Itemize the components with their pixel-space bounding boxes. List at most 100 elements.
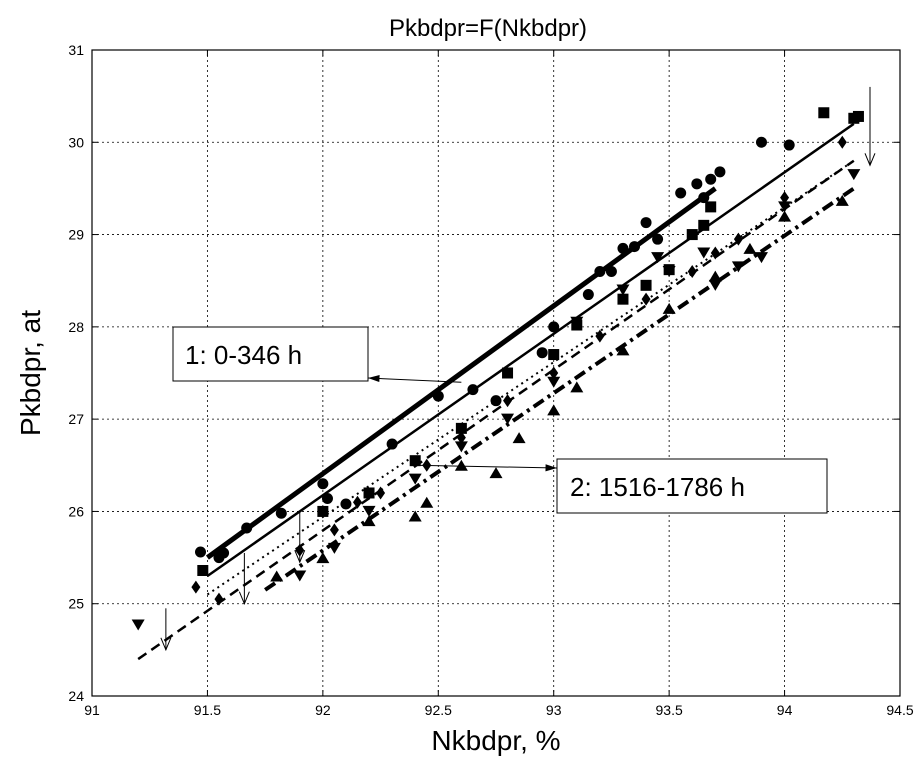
- point-triangle-down: [362, 505, 376, 517]
- point-diamond: [687, 264, 697, 278]
- point-circle: [386, 438, 398, 450]
- point-circle: [467, 384, 479, 396]
- annotation-box: [172, 326, 369, 382]
- point-diamond: [837, 135, 847, 149]
- point-triangle-up: [616, 344, 630, 356]
- point-circle: [594, 265, 606, 277]
- point-triangle-down: [293, 570, 307, 582]
- x-axis-label: Nkbdpr, %: [431, 725, 560, 756]
- point-square: [852, 110, 864, 122]
- fit-line-square: [206, 122, 855, 578]
- y-tick-label: 31: [68, 42, 84, 58]
- point-circle: [340, 498, 352, 510]
- point-circle: [605, 265, 617, 277]
- data-points: [131, 86, 876, 652]
- point-circle: [275, 507, 287, 519]
- point-diamond: [710, 246, 720, 260]
- point-square: [617, 293, 629, 305]
- point-diamond: [214, 592, 224, 606]
- point-circle: [652, 233, 664, 245]
- point-square: [409, 455, 421, 467]
- y-axis-label: Pkbdpr, at: [15, 310, 46, 436]
- point-triangle-up: [547, 404, 561, 416]
- point-triangle-down: [570, 316, 584, 328]
- annotation-arrow: [415, 464, 558, 469]
- point-circle: [755, 136, 767, 148]
- point-circle: [536, 347, 548, 359]
- y-tick-label: 25: [68, 596, 84, 612]
- point-triangle-up: [662, 302, 676, 314]
- point-square: [686, 229, 698, 241]
- x-tick-label: 91.5: [194, 702, 221, 718]
- point-square: [197, 564, 209, 576]
- point-triangle-down: [847, 169, 861, 181]
- point-square: [317, 505, 329, 517]
- point-diamond: [352, 495, 362, 509]
- x-tick-label: 94.5: [886, 702, 913, 718]
- point-circle: [629, 241, 641, 253]
- y-tick-label: 30: [68, 134, 84, 150]
- point-triangle-down: [778, 201, 792, 213]
- point-triangle-down: [616, 284, 630, 296]
- point-triangle-down: [708, 279, 722, 291]
- point-square: [455, 422, 467, 434]
- point-diamond: [329, 523, 339, 537]
- point-circle: [698, 192, 710, 204]
- point-circle: [218, 547, 230, 559]
- point-circle: [548, 321, 560, 333]
- point-circle: [691, 178, 703, 190]
- y-tick-label: 27: [68, 411, 84, 427]
- point-triangle-down: [651, 252, 665, 264]
- marker-arrow-head: [160, 637, 172, 652]
- point-diamond: [549, 366, 559, 380]
- point-circle: [783, 139, 795, 151]
- annotation-arrow: [367, 377, 462, 383]
- point-square: [818, 107, 830, 119]
- annotation-text: 1: 0-346 h: [185, 340, 302, 370]
- marker-arrow-head: [294, 549, 306, 564]
- marker-arrow-head: [238, 591, 250, 606]
- x-tick-label: 93.5: [656, 702, 683, 718]
- point-diamond: [191, 580, 201, 594]
- point-triangle-down: [501, 413, 515, 425]
- fit-line-triangle-up: [264, 186, 855, 592]
- point-triangle-down: [662, 265, 676, 277]
- point-square: [548, 349, 560, 361]
- point-triangle-up: [270, 570, 284, 582]
- point-triangle-up: [420, 496, 434, 508]
- annotations: 1: 0-346 h 2: 1516-1786 h: [172, 326, 828, 514]
- x-tick-label: 94: [777, 702, 793, 718]
- point-triangle-up: [778, 210, 792, 222]
- point-triangle-down: [547, 376, 561, 388]
- point-circle: [640, 217, 652, 229]
- point-triangle-up: [512, 432, 526, 444]
- point-triangle-down: [454, 441, 468, 453]
- annotation-arrow-head: [368, 374, 380, 383]
- point-triangle-down: [697, 247, 711, 259]
- point-triangle-up: [835, 194, 849, 206]
- x-tick-label: 91: [84, 702, 100, 718]
- point-diamond: [595, 329, 605, 343]
- point-circle: [617, 242, 629, 254]
- point-diamond: [376, 486, 386, 500]
- fit-line-triangle-down: [137, 159, 855, 661]
- point-triangle-up: [743, 242, 757, 254]
- annotation-box: [556, 458, 828, 514]
- point-triangle-up: [708, 270, 722, 282]
- marker-arrow-head: [864, 153, 876, 167]
- annotation-text: 2: 1516-1786 h: [570, 472, 745, 502]
- point-circle: [241, 522, 253, 534]
- point-square: [502, 367, 514, 379]
- x-tick-label: 92: [315, 702, 331, 718]
- point-triangle-up: [316, 552, 330, 564]
- point-circle: [317, 478, 329, 490]
- point-triangle-down: [754, 252, 768, 264]
- y-tick-label: 24: [68, 688, 84, 704]
- point-circle: [195, 546, 207, 558]
- point-diamond: [503, 394, 513, 408]
- point-triangle-down: [131, 619, 145, 631]
- ticks: 91 91.5 92 92.5 93 93.5 94 94.5 24 25 26 27 28 29 30 31: [68, 42, 913, 718]
- point-square: [705, 201, 717, 213]
- x-tick-label: 92.5: [425, 702, 452, 718]
